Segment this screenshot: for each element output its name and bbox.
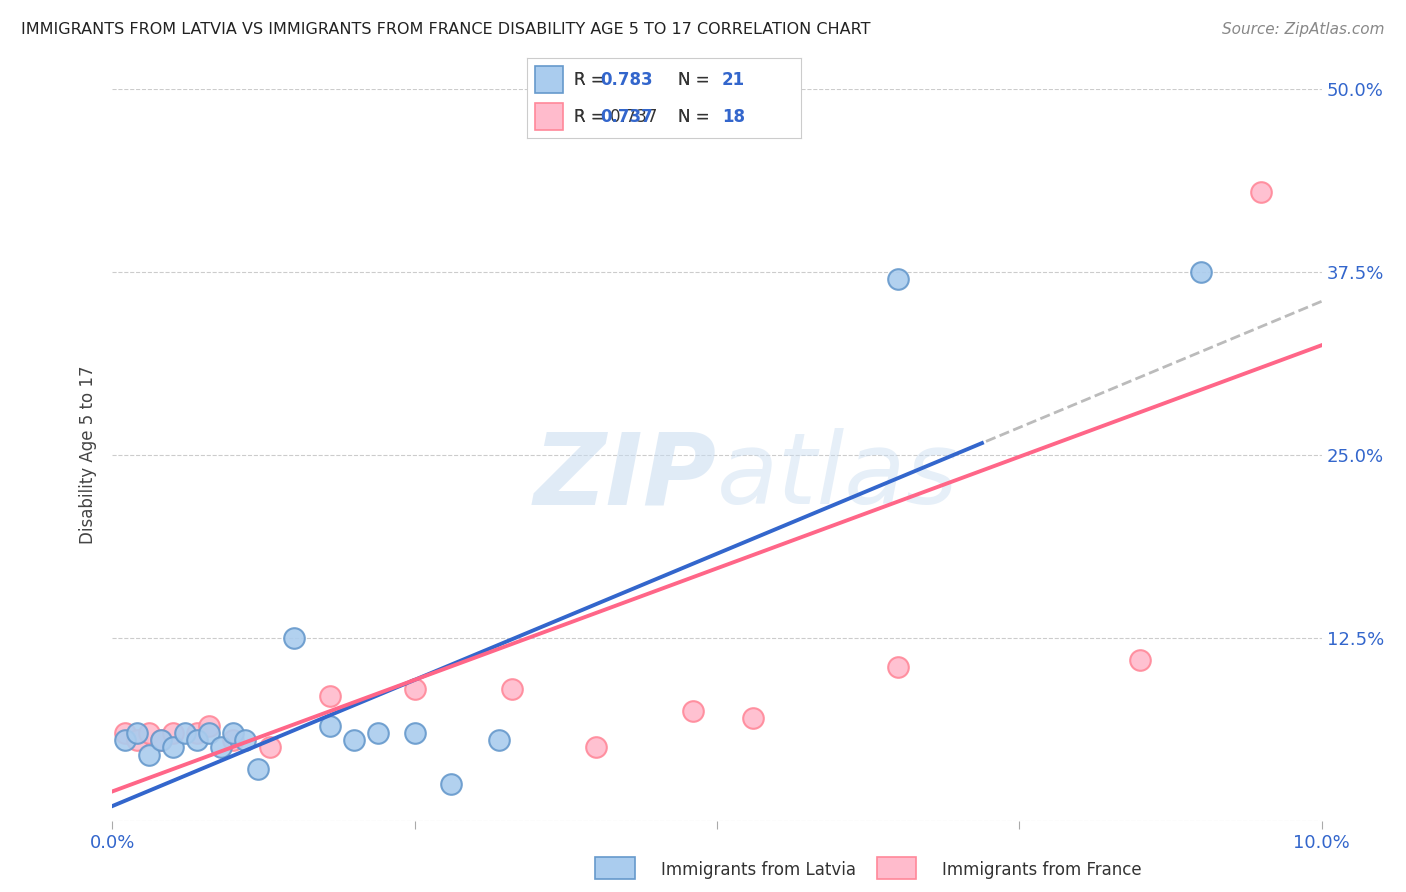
Y-axis label: Disability Age 5 to 17: Disability Age 5 to 17	[79, 366, 97, 544]
Point	[162, 740, 184, 755]
Text: 0.737: 0.737	[600, 108, 652, 126]
Point	[283, 631, 305, 645]
Text: IMMIGRANTS FROM LATVIA VS IMMIGRANTS FROM FRANCE DISABILITY AGE 5 TO 17 CORRELAT: IMMIGRANTS FROM LATVIA VS IMMIGRANTS FRO…	[21, 22, 870, 37]
Text: ZIP: ZIP	[534, 428, 717, 525]
Point	[585, 740, 607, 755]
Text: 0.783: 0.783	[600, 70, 652, 88]
Bar	[536, 103, 562, 130]
Text: R =: R =	[574, 70, 610, 88]
Point	[259, 740, 281, 755]
Point	[343, 733, 366, 747]
Bar	[596, 857, 636, 879]
Text: Immigrants from France: Immigrants from France	[942, 861, 1142, 879]
Point	[186, 726, 208, 740]
Point	[246, 763, 269, 777]
Text: Source: ZipAtlas.com: Source: ZipAtlas.com	[1222, 22, 1385, 37]
Point	[198, 726, 221, 740]
Point	[138, 747, 160, 762]
Point	[1129, 653, 1152, 667]
Point	[319, 690, 342, 704]
Point	[149, 733, 172, 747]
Text: 18: 18	[721, 108, 745, 126]
Point	[742, 711, 765, 725]
Point	[125, 733, 148, 747]
Point	[404, 681, 426, 696]
Text: N =: N =	[678, 70, 714, 88]
Text: R = 0.737: R = 0.737	[574, 108, 657, 126]
Point	[209, 740, 232, 755]
Point	[887, 660, 910, 674]
Text: N =: N =	[678, 108, 714, 126]
Point	[319, 718, 342, 732]
Point	[162, 726, 184, 740]
Point	[1250, 185, 1272, 199]
Point	[501, 681, 523, 696]
Point	[114, 726, 136, 740]
Point	[887, 272, 910, 286]
Text: Immigrants from Latvia: Immigrants from Latvia	[661, 861, 856, 879]
Point	[186, 733, 208, 747]
Text: N =: N =	[678, 70, 714, 88]
Bar	[536, 66, 562, 94]
Point	[1189, 265, 1212, 279]
Point	[488, 733, 510, 747]
Point	[235, 733, 257, 747]
Text: R =: R =	[574, 108, 610, 126]
Point	[125, 726, 148, 740]
Point	[440, 777, 463, 791]
Point	[222, 733, 245, 747]
Text: N =: N =	[678, 108, 714, 126]
Point	[682, 704, 704, 718]
Bar	[877, 857, 917, 879]
Point	[174, 726, 197, 740]
Point	[114, 733, 136, 747]
Point	[222, 726, 245, 740]
Point	[367, 726, 389, 740]
Point	[138, 726, 160, 740]
Text: atlas: atlas	[717, 428, 959, 525]
Point	[198, 718, 221, 732]
Text: 21: 21	[721, 70, 745, 88]
Point	[404, 726, 426, 740]
Text: R =: R =	[574, 70, 610, 88]
Point	[149, 733, 172, 747]
